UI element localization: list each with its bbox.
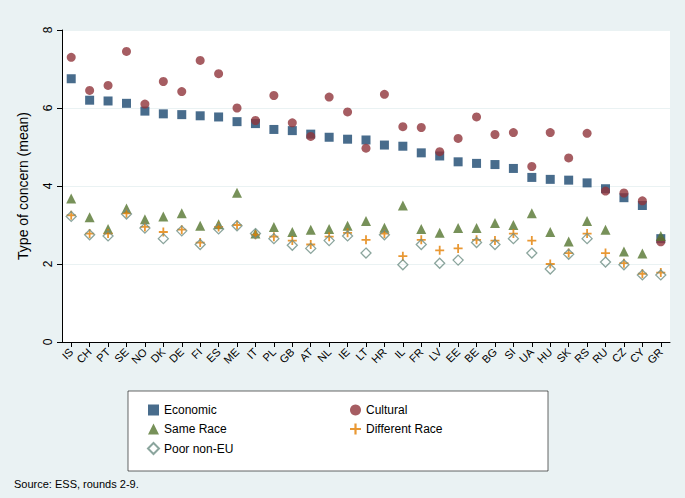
- svg-text:IE: IE: [336, 346, 352, 362]
- svg-text:SK: SK: [554, 345, 573, 364]
- svg-text:GB: GB: [277, 346, 297, 366]
- svg-text:UA: UA: [517, 345, 537, 365]
- svg-text:BE: BE: [462, 346, 481, 365]
- svg-text:RU: RU: [590, 346, 610, 366]
- svg-text:Source: ESS, rounds 2-9.: Source: ESS, rounds 2-9.: [14, 478, 139, 490]
- svg-text:Cultural: Cultural: [366, 403, 407, 417]
- svg-text:CZ: CZ: [609, 346, 628, 365]
- svg-text:PT: PT: [94, 346, 113, 365]
- svg-text:0: 0: [41, 338, 55, 345]
- svg-text:HU: HU: [535, 346, 555, 366]
- svg-text:PL: PL: [260, 346, 278, 364]
- svg-text:NL: NL: [315, 346, 333, 364]
- svg-text:GR: GR: [645, 346, 665, 366]
- svg-text:FI: FI: [189, 346, 204, 361]
- svg-text:Poor non-EU: Poor non-EU: [164, 442, 233, 456]
- svg-text:Same Race: Same Race: [164, 422, 227, 436]
- svg-text:DE: DE: [167, 346, 186, 365]
- svg-text:IT: IT: [244, 346, 260, 362]
- svg-text:8: 8: [41, 26, 55, 33]
- svg-text:LV: LV: [427, 345, 445, 363]
- svg-text:ME: ME: [221, 346, 241, 366]
- svg-text:ES: ES: [204, 346, 223, 365]
- svg-text:FR: FR: [407, 346, 426, 365]
- svg-text:BG: BG: [480, 346, 500, 366]
- svg-text:SE: SE: [112, 346, 131, 365]
- svg-text:Type of concern (mean): Type of concern (mean): [15, 112, 31, 260]
- svg-text:6: 6: [41, 104, 55, 111]
- svg-text:CH: CH: [74, 346, 94, 366]
- svg-text:4: 4: [41, 182, 55, 189]
- svg-text:Different Race: Different Race: [366, 422, 443, 436]
- svg-text:AT: AT: [297, 346, 315, 364]
- svg-text:NO: NO: [129, 345, 149, 365]
- svg-text:CY: CY: [627, 345, 647, 365]
- svg-text:IS: IS: [60, 346, 76, 362]
- svg-text:2: 2: [41, 260, 55, 267]
- svg-text:RS: RS: [572, 346, 591, 365]
- svg-text:EE: EE: [444, 346, 463, 365]
- svg-text:HR: HR: [369, 346, 389, 366]
- svg-text:IL: IL: [392, 346, 407, 361]
- svg-text:LT: LT: [353, 346, 370, 363]
- svg-text:Economic: Economic: [164, 403, 217, 417]
- svg-text:SI: SI: [502, 346, 518, 362]
- svg-text:DK: DK: [148, 345, 168, 365]
